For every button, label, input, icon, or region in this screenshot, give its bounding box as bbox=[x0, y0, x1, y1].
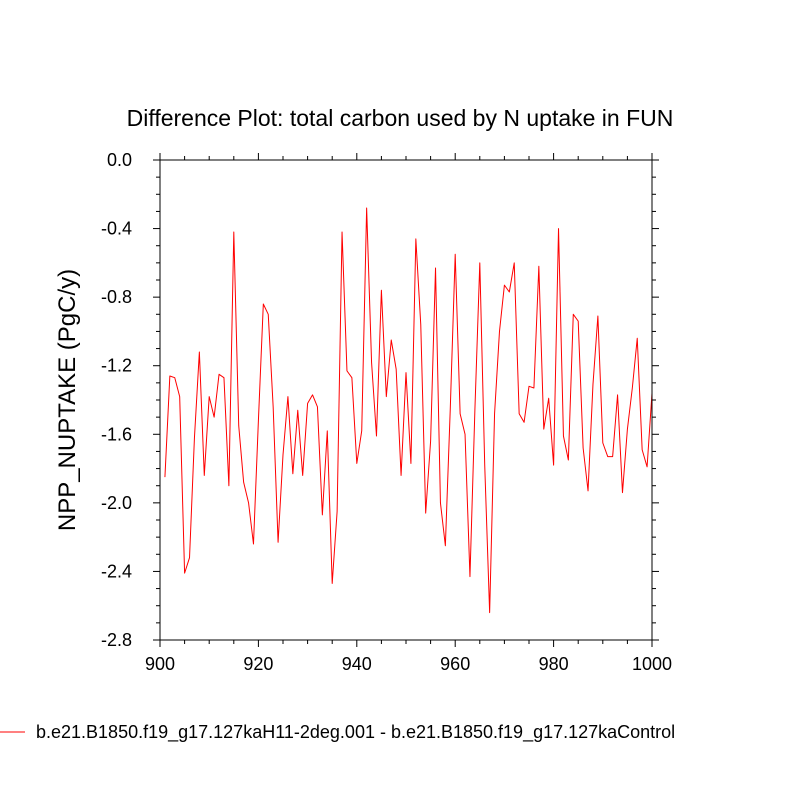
y-tick-label: -1.2 bbox=[101, 356, 132, 376]
series-line bbox=[164, 207, 653, 614]
x-tick-label: 900 bbox=[145, 654, 175, 674]
x-tick-label: 960 bbox=[440, 654, 470, 674]
x-tick-label: 980 bbox=[539, 654, 569, 674]
y-axis-label: NPP_NUPTAKE (PgC/y) bbox=[54, 269, 81, 531]
y-tick-label: -2.4 bbox=[101, 561, 132, 581]
x-tick-label: 940 bbox=[342, 654, 372, 674]
chart-title: Difference Plot: total carbon used by N … bbox=[127, 105, 674, 131]
chart-legend: b.e21.B1850.f19_g17.127kaH11-2deg.001 - … bbox=[0, 722, 675, 743]
y-tick-label: -0.8 bbox=[101, 287, 132, 307]
y-tick-label: -0.4 bbox=[101, 219, 132, 239]
axis-tick-labels: 900 920 940 960 980 1000 0.0 -0.4 -0.8 -1.2 -1.6 -2… bbox=[101, 150, 672, 674]
data-series-layer bbox=[164, 207, 653, 614]
y-tick-label: 0.0 bbox=[107, 150, 132, 170]
y-tick-label: -2.0 bbox=[101, 493, 132, 513]
plot-frame bbox=[159, 159, 653, 641]
y-tick-label: -2.8 bbox=[101, 630, 132, 650]
axis-ticks bbox=[153, 153, 659, 647]
legend-label: b.e21.B1850.f19_g17.127kaH11-2deg.001 - … bbox=[36, 722, 675, 743]
x-tick-label: 1000 bbox=[632, 654, 672, 674]
y-tick-label: -1.6 bbox=[101, 424, 132, 444]
x-tick-label: 920 bbox=[243, 654, 273, 674]
